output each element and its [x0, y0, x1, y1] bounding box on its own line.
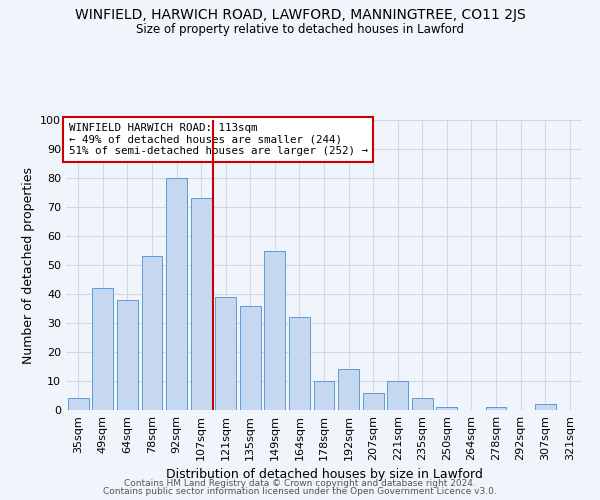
Bar: [362, 392, 383, 410]
Bar: [68, 398, 89, 410]
Y-axis label: Number of detached properties: Number of detached properties: [22, 166, 35, 364]
Bar: [387, 381, 408, 410]
Bar: [412, 398, 433, 410]
Bar: [338, 370, 359, 410]
Bar: [166, 178, 187, 410]
Text: WINFIELD HARWICH ROAD: 113sqm
← 49% of detached houses are smaller (244)
51% of : WINFIELD HARWICH ROAD: 113sqm ← 49% of d…: [68, 123, 368, 156]
Text: WINFIELD, HARWICH ROAD, LAWFORD, MANNINGTREE, CO11 2JS: WINFIELD, HARWICH ROAD, LAWFORD, MANNING…: [74, 8, 526, 22]
Bar: [535, 404, 556, 410]
Bar: [92, 288, 113, 410]
Bar: [240, 306, 261, 410]
Bar: [314, 381, 334, 410]
Bar: [289, 317, 310, 410]
Text: Size of property relative to detached houses in Lawford: Size of property relative to detached ho…: [136, 22, 464, 36]
Bar: [117, 300, 138, 410]
Bar: [436, 407, 457, 410]
Bar: [142, 256, 163, 410]
Bar: [191, 198, 212, 410]
Bar: [265, 250, 286, 410]
Bar: [215, 297, 236, 410]
Text: Contains HM Land Registry data © Crown copyright and database right 2024.: Contains HM Land Registry data © Crown c…: [124, 478, 476, 488]
Bar: [485, 407, 506, 410]
Text: Contains public sector information licensed under the Open Government Licence v3: Contains public sector information licen…: [103, 487, 497, 496]
X-axis label: Distribution of detached houses by size in Lawford: Distribution of detached houses by size …: [166, 468, 482, 481]
